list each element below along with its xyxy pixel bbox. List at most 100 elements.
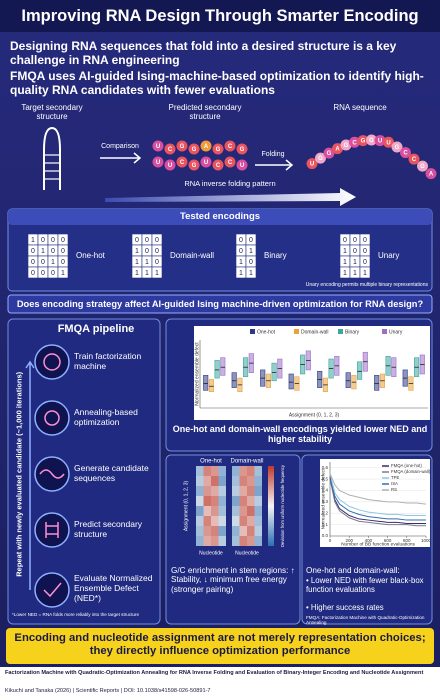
matrix-value: 0 (51, 270, 55, 277)
nucleotide (164, 159, 176, 171)
legend-swatch (294, 329, 299, 334)
box (271, 362, 277, 382)
nucleotide-letter: G (318, 156, 323, 162)
x-tick-label: 400 (365, 538, 373, 543)
diagram-label: Folding (261, 151, 285, 158)
nucleotide (366, 134, 377, 146)
heat-cell (254, 526, 262, 536)
nucleotide (212, 159, 224, 171)
bullet: • Lower NED with fewer black-box functio… (306, 576, 424, 594)
question: Does encoding strategy affect AI-guided … (16, 299, 424, 309)
nucleotide-letter: C (180, 160, 185, 166)
nucleotide (349, 136, 360, 148)
nucleotide-letter: C (352, 140, 357, 146)
encoding-name: Domain-wall (170, 251, 214, 260)
line (329, 478, 426, 521)
step: Predict secondary structure (74, 519, 143, 539)
heat-cell (254, 486, 262, 496)
question-bar (7, 294, 433, 314)
encodings-header (8, 209, 432, 225)
nucleotide-letter: G (180, 144, 185, 150)
matrix-value: 1 (353, 259, 357, 266)
heat-cell (254, 506, 262, 516)
x-axis-label: Assignment (0, 1, 2, 3) (289, 412, 340, 418)
matrix-value: 0 (155, 237, 159, 244)
nucleotide (383, 136, 394, 148)
matrix-value: 0 (249, 259, 253, 266)
matrix-value: 0 (41, 270, 45, 277)
nucleotide (236, 143, 248, 155)
heat-cell (211, 496, 219, 506)
legend-label: Domain-wall (301, 329, 329, 335)
y-tick-label: 0.4 (322, 488, 329, 493)
matrix-cell (57, 266, 69, 279)
heat-cell (247, 516, 255, 526)
diagram-label: Comparison (101, 143, 139, 150)
caption: One-hot and domain-wall encodings yielde… (172, 424, 428, 445)
heat-cell (218, 486, 226, 496)
matrix-value: 1 (239, 259, 243, 266)
hairpin-pairs (44, 154, 60, 180)
nucleotide (164, 143, 176, 155)
nucleotide-letter: U (240, 163, 244, 169)
nucleotide (340, 139, 352, 151)
x-tick-label: 200 (345, 538, 353, 543)
nucleotide (224, 156, 236, 168)
matrix-value: 0 (31, 259, 35, 266)
heat-cell (196, 476, 204, 486)
heat-cell (203, 506, 211, 516)
heat-cell (254, 496, 262, 506)
matrix-value: 0 (363, 259, 367, 266)
nucleotide (374, 135, 386, 147)
nucleotide-letter: G (369, 138, 374, 144)
y-axis-label: Normalized ensemble defect (194, 342, 200, 406)
note: Unary encoding permits multiple binary r… (305, 282, 428, 288)
heat-cell (196, 536, 204, 546)
heatmap-title: One-hot (200, 459, 222, 465)
heat-cell (203, 466, 211, 476)
legend-label: FMQA (one-hot) (391, 463, 422, 468)
matrix-value: 1 (343, 248, 347, 255)
nucleotide-letter: G (344, 143, 349, 149)
nucleotide-letter: U (204, 160, 208, 166)
nucleotide (176, 140, 188, 152)
nucleotide-letter: G (327, 151, 332, 157)
box (231, 372, 237, 388)
heat-cell (211, 516, 219, 526)
section-title: FMQA pipeline (57, 323, 135, 335)
heat-cell (232, 486, 240, 496)
matrix-value: 1 (145, 259, 149, 266)
matrix-value: 1 (343, 259, 347, 266)
pattern-arrow (105, 188, 356, 206)
heat-cell (218, 476, 226, 486)
matrix-value: 1 (155, 270, 159, 277)
footer-title: Factorization Machine with Quadratic-Opt… (5, 670, 424, 676)
box (374, 375, 380, 391)
line (329, 478, 426, 527)
heat-cell (211, 466, 219, 476)
y-tick-label: 0.3 (322, 499, 329, 504)
matrix-value: 0 (31, 270, 35, 277)
heat-cell (218, 536, 226, 546)
nucleotide (408, 153, 420, 165)
box (214, 360, 220, 379)
matrix-value: 1 (249, 248, 253, 255)
box (345, 372, 351, 388)
nucleotide (332, 143, 343, 155)
box (208, 379, 214, 392)
y-tick-label: 0.2 (322, 510, 329, 515)
diagram-label: Target secondary structure (21, 103, 83, 122)
heat-cell (218, 526, 226, 536)
nucleotide-letter: G (395, 145, 400, 151)
nucleotide-letter: A (429, 172, 434, 178)
footer-citation: Kikuchi and Tanaka (2026) | Scientific R… (5, 688, 211, 694)
heat-cell (203, 486, 211, 496)
heat-cell (247, 526, 255, 536)
encoding-name: One-hot (76, 251, 106, 260)
heat-cell (239, 496, 247, 506)
nucleotide (236, 159, 248, 171)
nucleotide-letter: G (192, 147, 197, 153)
box (203, 375, 209, 391)
bullet: • Higher success rates (306, 603, 384, 612)
